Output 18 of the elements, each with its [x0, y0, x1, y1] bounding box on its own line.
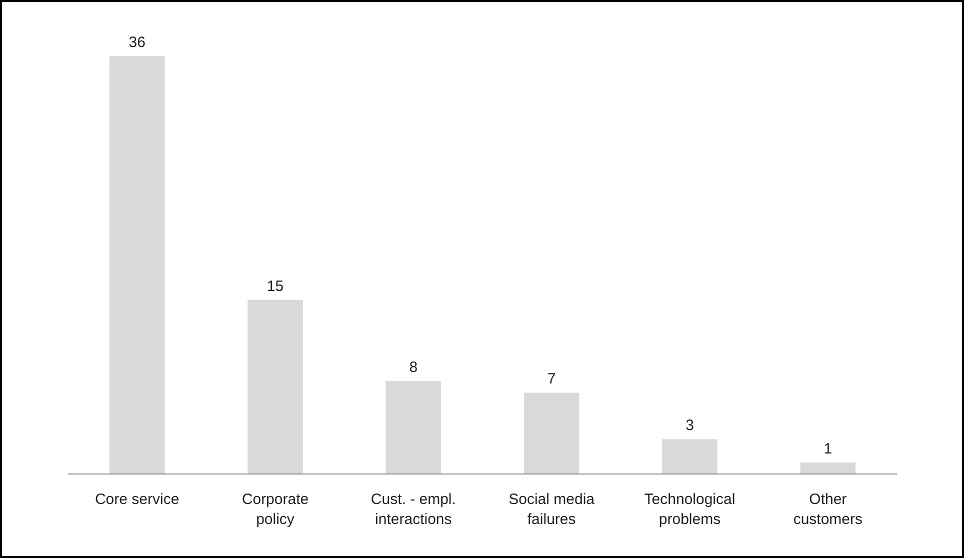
- bar: [386, 381, 442, 474]
- x-tick-label: Core service: [94, 491, 180, 508]
- data-label: 36: [128, 34, 146, 51]
- data-label: 15: [266, 278, 284, 295]
- x-tick-label: Cust. - empl. interactions: [370, 491, 456, 528]
- bar: [524, 392, 580, 474]
- data-label: 8: [409, 359, 418, 376]
- bar: [662, 439, 718, 474]
- data-label: 7: [547, 370, 556, 388]
- data-label: 1: [824, 440, 832, 458]
- x-tick-label: Social media failures: [508, 491, 596, 528]
- x-tick-label: Other customers: [793, 491, 863, 528]
- x-tick-label: Technological problems: [644, 491, 736, 528]
- bar: [800, 462, 856, 474]
- bar: [248, 300, 303, 474]
- x-tick-label: Corporate policy: [242, 491, 309, 528]
- bar: [109, 56, 165, 474]
- data-label: 3: [686, 417, 694, 434]
